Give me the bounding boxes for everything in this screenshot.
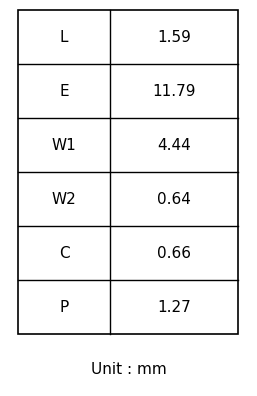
Text: W2: W2 (52, 192, 77, 206)
Text: C: C (59, 246, 69, 261)
Text: P: P (60, 299, 69, 314)
Bar (18, 10, 238, 334)
Text: E: E (59, 84, 69, 99)
Text: Unit : mm: Unit : mm (91, 362, 166, 377)
Text: L: L (60, 29, 68, 44)
Text: 1.27: 1.27 (157, 299, 191, 314)
Text: 0.66: 0.66 (157, 246, 191, 261)
Text: W1: W1 (52, 137, 77, 152)
Text: 4.44: 4.44 (157, 137, 191, 152)
Text: 1.59: 1.59 (157, 29, 191, 44)
Text: 0.64: 0.64 (157, 192, 191, 206)
Text: 11.79: 11.79 (152, 84, 196, 99)
